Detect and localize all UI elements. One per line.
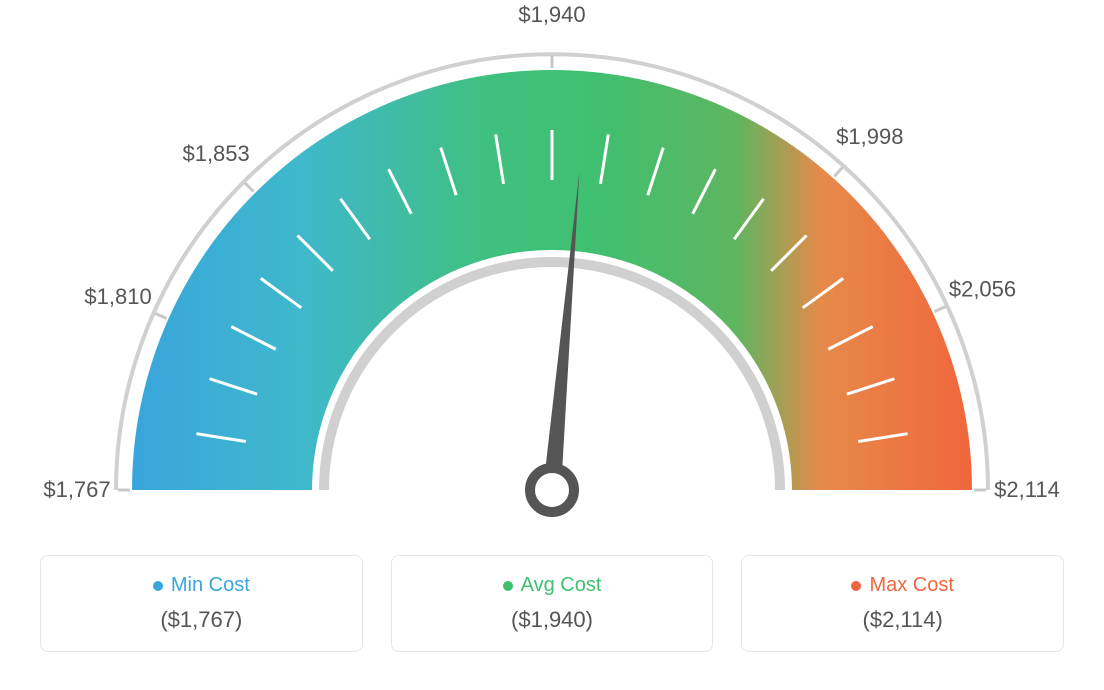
legend-label-min: Min Cost <box>53 574 350 597</box>
gauge-tick-label: $2,114 <box>994 477 1060 502</box>
legend-value-avg: ($1,940) <box>404 607 701 633</box>
gauge-tick-label: $1,940 <box>518 2 585 27</box>
legend-row: Min Cost ($1,767) Avg Cost ($1,940) Max … <box>0 555 1104 652</box>
legend-card-avg: Avg Cost ($1,940) <box>391 555 714 652</box>
legend-text-min: Min Cost <box>171 574 250 597</box>
gauge-tick-label: $1,767 <box>43 477 110 502</box>
legend-text-max: Max Cost <box>869 574 953 597</box>
legend-label-avg: Avg Cost <box>404 574 701 597</box>
legend-value-min: ($1,767) <box>53 607 350 633</box>
gauge-tick-label: $1,998 <box>836 124 903 149</box>
gauge-tick-label: $2,056 <box>949 276 1016 301</box>
legend-card-min: Min Cost ($1,767) <box>40 555 363 652</box>
gauge-chart: $1,767 $1,810 $1,853 $1,940 $1,998 $2,056 $2,1… <box>0 0 1104 530</box>
gauge-hub <box>530 468 574 512</box>
legend-dot-min <box>153 581 163 591</box>
gauge-tick-label: $1,810 <box>84 284 151 309</box>
legend-label-max: Max Cost <box>754 574 1051 597</box>
legend-text-avg: Avg Cost <box>521 574 602 597</box>
legend-dot-max <box>851 581 861 591</box>
legend-card-max: Max Cost ($2,114) <box>741 555 1064 652</box>
gauge-tick-label: $1,853 <box>182 141 249 166</box>
legend-dot-avg <box>503 581 513 591</box>
gauge-svg: $1,767 $1,810 $1,853 $1,940 $1,998 $2,056 $2,1… <box>0 0 1104 530</box>
legend-value-max: ($2,114) <box>754 607 1051 633</box>
